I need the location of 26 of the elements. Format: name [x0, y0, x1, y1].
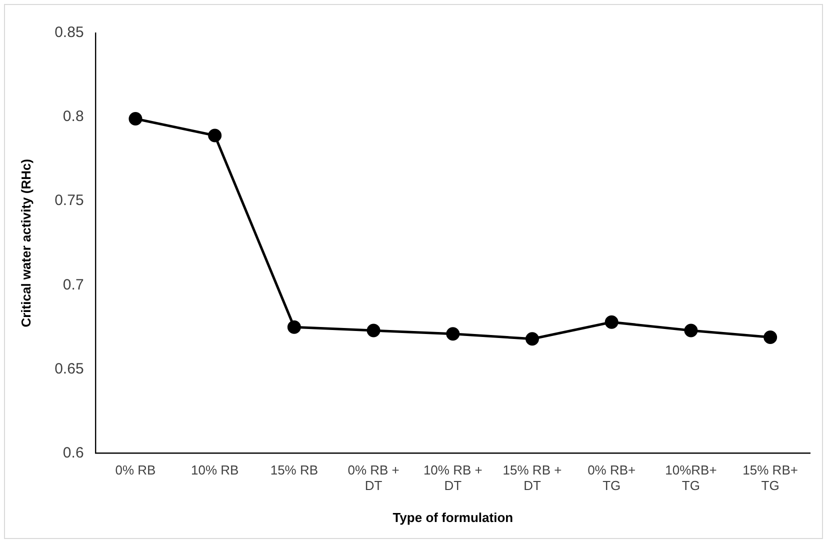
- y-tick-label: 0.75: [54, 192, 84, 210]
- y-tick-label: 0.7: [62, 276, 84, 294]
- x-tick-label: 0% RB: [115, 462, 156, 478]
- point: [764, 330, 778, 344]
- point: [208, 128, 222, 142]
- y-tick-label: 0.8: [62, 108, 84, 126]
- x-tick-label: 0% RB + DT: [348, 462, 400, 494]
- x-tick-label: 15% RB+ TG: [742, 462, 798, 494]
- point: [287, 320, 301, 334]
- x-tick-label: 10% RB: [190, 462, 239, 478]
- point: [604, 315, 618, 329]
- x-tick-label: 15% RB: [270, 462, 318, 478]
- x-tick-label: 15% RB + DT: [502, 462, 562, 494]
- point: [366, 324, 380, 338]
- x-tick-label: 0% RB+ TG: [588, 462, 636, 494]
- point: [128, 112, 142, 126]
- x-tick-label: 10%RB+ TG: [665, 462, 717, 494]
- y-tick-label: 0.85: [54, 24, 84, 42]
- y-axis-title: Critical water activity (RHc): [18, 158, 34, 328]
- y-tick-label: 0.65: [54, 360, 84, 378]
- x-tick-label: 10% RB + DT: [423, 462, 482, 494]
- point: [684, 324, 698, 338]
- x-axis-title: Type of formulation: [392, 510, 514, 525]
- point: [446, 327, 460, 341]
- y-tick-label: 0.6: [62, 444, 84, 462]
- point: [526, 332, 540, 346]
